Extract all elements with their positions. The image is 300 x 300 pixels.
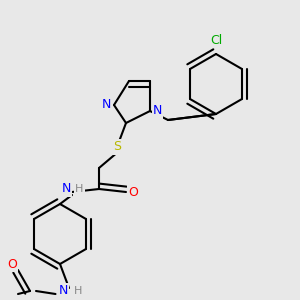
Text: N: N [58, 284, 68, 298]
Text: N: N [61, 182, 71, 196]
Text: O: O [7, 257, 17, 271]
Text: H: H [74, 286, 82, 296]
Text: N: N [153, 104, 162, 118]
Text: S: S [113, 140, 121, 154]
Text: N: N [102, 98, 111, 112]
Text: Cl: Cl [210, 34, 222, 47]
Text: O: O [129, 185, 138, 199]
Text: H: H [75, 184, 84, 194]
